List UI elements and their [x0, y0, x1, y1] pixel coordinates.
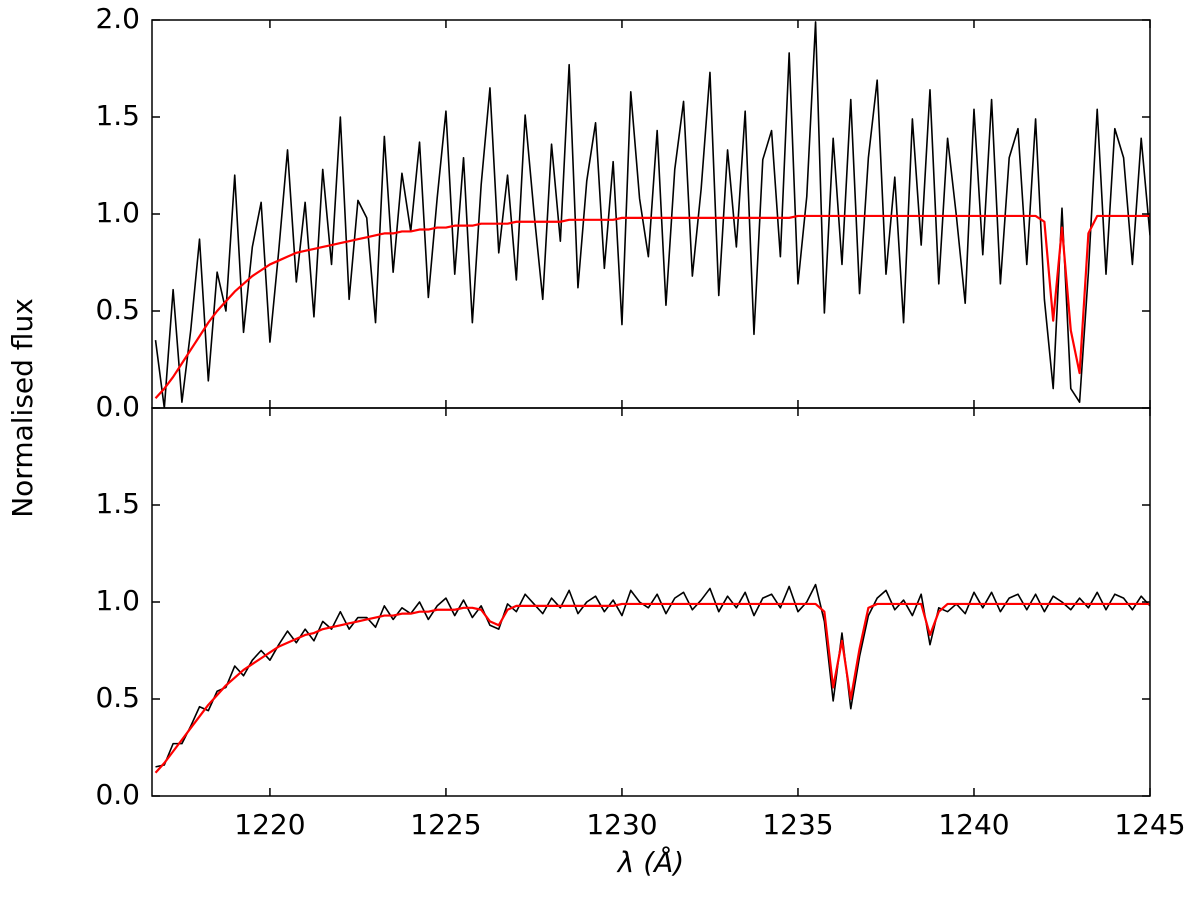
- y-tick-label: 1.0: [95, 196, 140, 229]
- x-tick-label: 1220: [234, 808, 305, 841]
- y-tick-label: 1.5: [95, 487, 140, 520]
- y-tick-label: 0.0: [95, 778, 140, 811]
- spectrum-line: [154, 21, 1150, 408]
- y-tick-label: 2.0: [95, 2, 140, 35]
- y-tick-label: 0.5: [95, 681, 140, 714]
- spectrum-line: [155, 583, 1150, 768]
- plot-frame: [151, 407, 1151, 797]
- y-axis-label: Normalised flux: [6, 298, 39, 518]
- x-tick-label: 1235: [762, 808, 833, 841]
- y-tick-label: 0.0: [95, 390, 140, 423]
- x-tick-label: 1240: [938, 808, 1009, 841]
- y-tick-label: 1.5: [95, 99, 140, 132]
- x-tick-label: 1225: [410, 808, 481, 841]
- y-tick-label: 1.0: [95, 584, 140, 617]
- x-tick-label: 1245: [1114, 808, 1185, 841]
- x-axis-label: λ (Å): [616, 845, 684, 879]
- model-line: [154, 214, 1150, 400]
- model-line: [154, 602, 1150, 774]
- x-tick-label: 1230: [586, 808, 657, 841]
- y-tick-label: 0.5: [95, 293, 140, 326]
